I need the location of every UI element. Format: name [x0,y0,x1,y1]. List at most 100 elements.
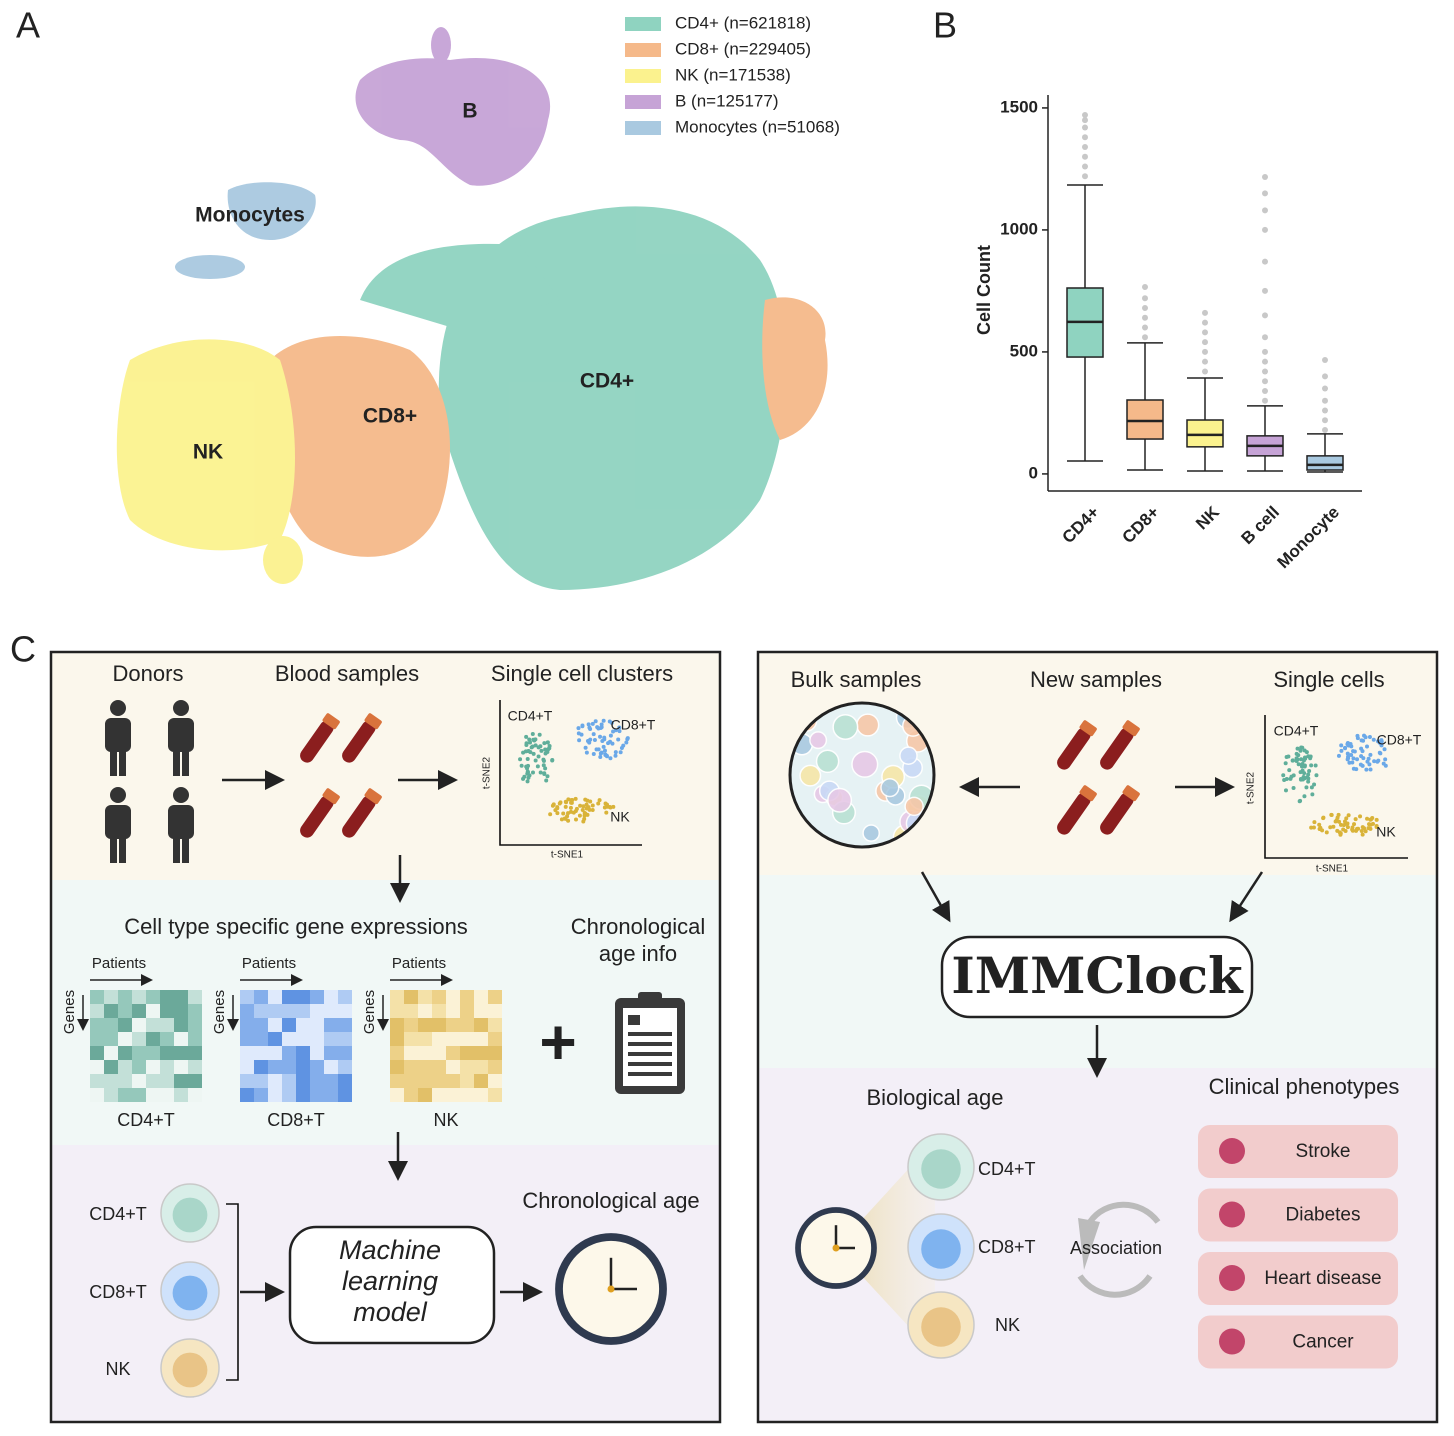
heatmap-cell [432,1032,446,1046]
cluster-dot [542,741,547,746]
cluster-blob [267,336,450,557]
heatmap-axis-label: Genes [61,990,78,1034]
cluster-dot [568,805,573,810]
cluster-dot [541,763,546,768]
cluster-dot [590,808,595,813]
heatmap-cell [160,1032,174,1046]
phenotype-pill [1198,1252,1398,1305]
axis-label: t-SNE1 [551,850,584,861]
cluster-dot [543,751,548,756]
cluster-dot [1302,794,1307,799]
heatmap-cell [446,1060,460,1074]
cluster-dot [1304,785,1309,790]
cell-label: CD4+T [89,1204,147,1224]
heatmap-cell [174,1032,188,1046]
cluster-dot [583,745,588,750]
cluster-dot [588,737,593,742]
cluster-dot [1337,819,1342,824]
model-box [288,1225,496,1345]
heatmap-cell [432,990,446,1004]
heatmap-cell [338,1032,352,1046]
heatmap-cell [324,1074,338,1088]
cluster-dot [1290,758,1295,763]
cluster-dot [1371,737,1376,742]
cluster-dot [543,766,548,771]
outlier [1082,117,1088,124]
heatmap-cell [104,1004,118,1018]
heatmap-cell [338,1004,352,1018]
tube-cap [1122,785,1140,802]
heatmaps: Patients Genes CD4+T Patients Genes CD8+T Pati… [61,955,502,1130]
cluster-dot [1338,832,1343,837]
heatmap-cell [432,1046,446,1060]
cluster-dot [601,718,606,723]
x-tick-label: CD8+ [1118,503,1163,548]
heatmap-cell [488,1004,502,1018]
cluster-dot [578,803,583,808]
heatmap-cell [324,1004,338,1018]
heatmap-cell [418,1004,432,1018]
heatmap-cell [282,1046,296,1060]
heatmap-cell [146,1004,160,1018]
heatmap-cell [460,1060,474,1074]
panel-label: C [10,629,36,670]
heatmap-cell [254,990,268,1004]
cluster-dot [596,801,601,806]
cluster-dot [1318,825,1323,830]
cluster-dot [1302,764,1307,769]
cluster-dot [561,811,566,816]
bulk-cell [862,824,881,842]
cluster-dot [1351,766,1356,771]
heatmap-cell [132,1018,146,1032]
cluster-blob [263,536,303,584]
outlier [1322,417,1328,424]
cluster-dot [1376,758,1381,763]
phenotype-list: Stroke Diabetes Heart disease Cancer [1198,1125,1398,1369]
cluster-dot [1362,733,1367,738]
outlier [1262,397,1268,404]
cluster-dot [624,740,629,745]
cluster-dot [536,754,541,759]
heatmap-cell [390,1004,404,1018]
step-title: Donors [113,661,184,686]
heatmap-cell [488,1074,502,1088]
heatmap-cell [268,1018,282,1032]
cluster-dot [601,744,606,749]
clipboard-icon [615,992,685,1094]
heatmap-cell [104,1018,118,1032]
heatmap-cell [188,1004,202,1018]
cluster-dot [524,734,529,739]
cluster-dot [1368,752,1373,757]
bulk-cell [809,731,828,750]
cluster-dot [1295,757,1300,762]
cluster-dot [537,732,542,737]
heatmap-cell [446,1046,460,1060]
cluster-dot [526,748,531,753]
y-tick-label: 0 [1029,463,1038,482]
cluster-dot [1364,744,1369,749]
cluster-dot [1359,754,1364,759]
heatmap-cell [460,1018,474,1032]
cycle-arrow [1077,1274,1153,1298]
cell-nucleus [921,1229,961,1269]
heatmap-axis-label: Genes [361,990,378,1034]
heatmap-cell [240,1074,254,1088]
heatmap-cell [254,1018,268,1032]
outlier [1322,407,1328,414]
heatmap-cell [104,1046,118,1060]
cluster-dot [1314,773,1319,778]
cluster-dot [617,725,622,730]
heatmap-cell [418,1060,432,1074]
panel-label: B [933,5,957,46]
cluster-dot [1309,825,1314,830]
cycle-arrow [1087,1201,1161,1224]
cluster-dot [1343,746,1348,751]
heatmap-cell [146,990,160,1004]
section-title: Chronological [571,914,706,939]
heatmap-cell [296,1074,310,1088]
heatmap-cell [432,1004,446,1018]
heatmap-cell [146,1018,160,1032]
heatmap-cell [310,990,324,1004]
cluster-dot [1367,762,1372,767]
cluster-dot [563,804,568,809]
